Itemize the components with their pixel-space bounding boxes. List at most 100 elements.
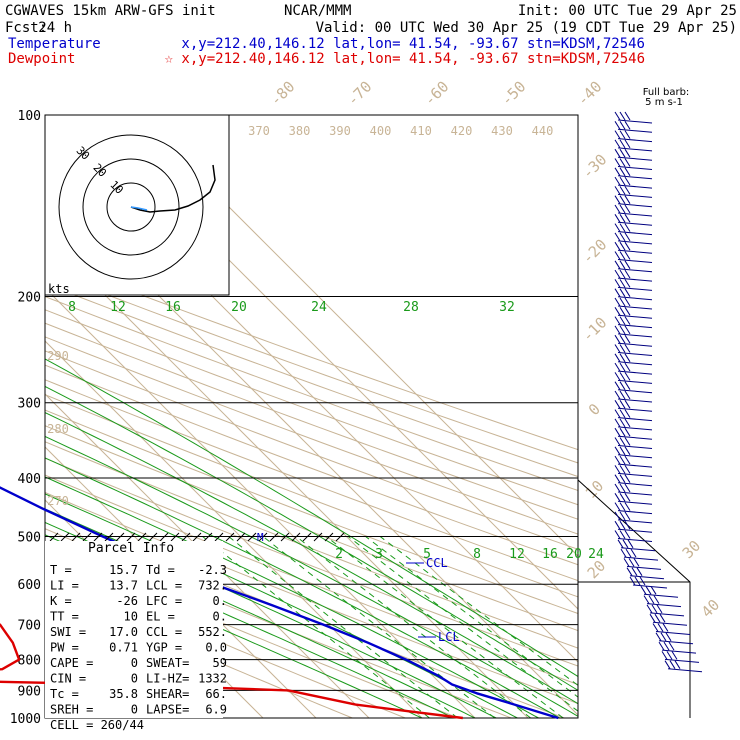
wind-barb bbox=[624, 390, 631, 400]
wind-barb bbox=[614, 269, 621, 279]
parcel-param-value: 15.7 bbox=[109, 563, 138, 577]
wind-barb bbox=[660, 632, 667, 642]
mixing-ratio-line bbox=[202, 536, 430, 718]
parcel-param-value: 59 bbox=[213, 656, 227, 670]
theta-label: 280 bbox=[47, 422, 69, 436]
wind-barb bbox=[614, 437, 621, 446]
wind-barb bbox=[624, 260, 631, 270]
wind-barb bbox=[614, 214, 621, 223]
dry-adiabat-line bbox=[45, 350, 578, 550]
dry-adiabat-line bbox=[45, 336, 578, 535]
wind-barb bbox=[651, 604, 658, 614]
isotherm-label: 40 bbox=[698, 596, 724, 622]
parcel-param-value: 1332 bbox=[198, 672, 227, 686]
hatch-mark bbox=[258, 532, 268, 542]
hatch-mark bbox=[269, 532, 279, 542]
wind-barb bbox=[666, 651, 673, 660]
wind-barb bbox=[636, 567, 643, 576]
wind-barb bbox=[617, 528, 653, 533]
dry-adiabat-line bbox=[45, 258, 578, 451]
theta-label: 400 bbox=[370, 124, 392, 138]
wind-barb bbox=[617, 324, 653, 329]
wind-barb bbox=[617, 454, 653, 459]
wind-barb bbox=[663, 641, 670, 651]
wind-barb bbox=[655, 632, 662, 642]
wind-barb bbox=[614, 390, 621, 400]
wind-barb bbox=[619, 334, 626, 344]
fcst-label: Fcst: bbox=[5, 20, 47, 36]
wind-barb bbox=[619, 186, 626, 195]
mixing-ratio-label: 8 bbox=[473, 547, 481, 562]
wind-barb bbox=[617, 259, 653, 263]
wind-barb bbox=[619, 427, 626, 437]
isotherm-label: -70 bbox=[344, 78, 376, 110]
wind-barb bbox=[617, 175, 653, 180]
wind-barb bbox=[619, 269, 626, 279]
wind-barb bbox=[614, 139, 621, 149]
wind-barb bbox=[624, 520, 631, 530]
wind-barb bbox=[614, 167, 621, 177]
wind-barb bbox=[614, 511, 621, 521]
wind-barb bbox=[624, 223, 631, 232]
ccl-label: CCL bbox=[426, 556, 448, 570]
wind-barb bbox=[624, 307, 631, 316]
parcel-param-value: 552. bbox=[198, 625, 227, 639]
wind-barb bbox=[624, 297, 631, 307]
pressure-tick-label: 300 bbox=[18, 397, 41, 412]
wind-barb bbox=[619, 483, 626, 493]
wind-barb bbox=[617, 463, 653, 468]
mixing-ratio-line bbox=[347, 536, 578, 712]
mixing-ratio-label: 5 bbox=[423, 547, 431, 562]
mixing-ratio-label: 28 bbox=[403, 300, 419, 315]
wind-barb bbox=[665, 632, 672, 642]
wind-barb bbox=[624, 269, 631, 279]
wind-barb bbox=[624, 204, 631, 214]
parcel-param-value: 0. bbox=[213, 610, 227, 624]
plot-frame bbox=[44, 114, 579, 719]
wind-barb bbox=[674, 660, 681, 669]
wind-barb bbox=[617, 240, 653, 245]
wind-barb bbox=[614, 427, 621, 437]
parcel-param-label: K = bbox=[50, 594, 72, 608]
wind-barb bbox=[624, 400, 631, 409]
wind-barb bbox=[624, 372, 631, 381]
parcel-param-label: LI = bbox=[50, 579, 79, 593]
wind-barb bbox=[617, 500, 653, 505]
wind-barb bbox=[655, 631, 691, 635]
wind-barb bbox=[617, 249, 653, 254]
theta-label: 420 bbox=[451, 124, 473, 138]
wind-barb bbox=[617, 119, 653, 124]
hodograph-ring bbox=[106, 182, 156, 232]
wind-barb bbox=[624, 121, 631, 130]
mixing-ratio-line bbox=[295, 536, 532, 718]
moist-adiabat-line bbox=[45, 476, 539, 718]
wind-barb bbox=[614, 409, 621, 418]
parcel-param-label: SWI = bbox=[50, 625, 86, 639]
wind-barb bbox=[617, 389, 653, 394]
wind-barb bbox=[624, 130, 631, 139]
wind-barb bbox=[617, 379, 653, 384]
wind-barb bbox=[619, 325, 626, 335]
wind-barb bbox=[614, 372, 621, 381]
wind-barb bbox=[624, 483, 631, 493]
mixing-ratio-label: 20 bbox=[231, 300, 247, 315]
parcel-param-label: CCL = bbox=[146, 625, 182, 639]
wind-barb bbox=[649, 613, 656, 623]
wind-barb bbox=[624, 353, 631, 363]
wind-barb bbox=[614, 381, 621, 390]
wind-barb bbox=[614, 130, 621, 139]
wind-barb bbox=[617, 435, 653, 440]
parcel-param-value: -26 bbox=[116, 594, 138, 608]
hatch-mark bbox=[203, 532, 213, 542]
parcel-param-label: Tc = bbox=[50, 687, 79, 701]
wind-barb bbox=[614, 316, 621, 325]
wind-barb bbox=[614, 334, 621, 344]
temperature-info: x,y=212.40,146.12 lat,lon= 41.54, -93.67… bbox=[181, 36, 645, 52]
hatch-mark bbox=[82, 532, 92, 542]
moist-adiabat-line bbox=[45, 457, 561, 718]
wind-barb bbox=[617, 305, 653, 310]
isotherm-label: -60 bbox=[421, 78, 453, 110]
wind-barb bbox=[617, 156, 653, 161]
parcel-param-label: EL = bbox=[146, 610, 175, 624]
wind-barb bbox=[617, 268, 653, 273]
